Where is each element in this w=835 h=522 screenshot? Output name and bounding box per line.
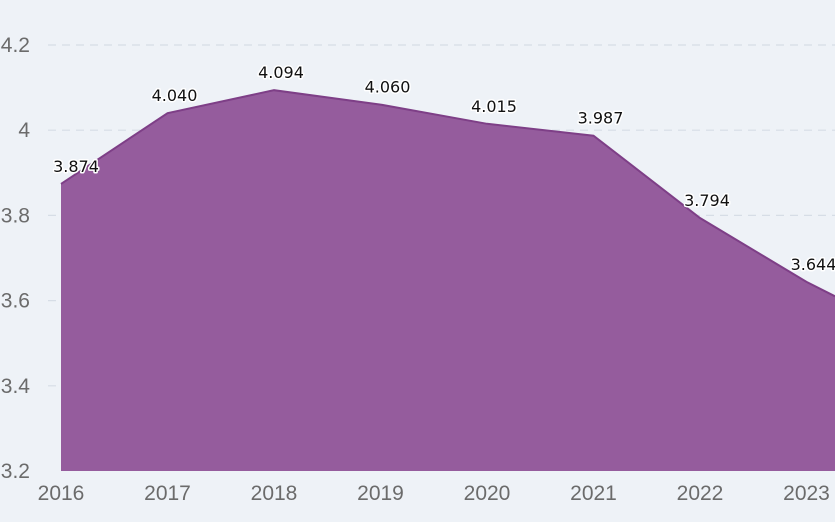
x-tick-label: 2021	[570, 482, 617, 505]
data-label: 4.040	[152, 86, 198, 105]
y-tick-label: 3.4	[1, 375, 31, 398]
data-label: 4.094	[258, 63, 304, 82]
x-tick-label: 2023	[783, 482, 830, 505]
y-tick-label: 3.6	[1, 290, 30, 313]
y-tick-label: 4	[18, 119, 30, 142]
data-label: 4.015	[471, 97, 517, 116]
y-tick-label: 3.8	[1, 204, 30, 227]
x-tick-label: 2017	[144, 482, 191, 505]
area-fill	[61, 90, 835, 471]
y-tick-label: 4.2	[1, 34, 30, 57]
data-label: 3.644	[791, 255, 835, 274]
data-label: 3.874	[53, 157, 99, 176]
x-tick-label: 2016	[38, 482, 85, 505]
x-tick-label: 2018	[251, 482, 298, 505]
series-line	[60, 89, 835, 298]
x-tick-label: 2020	[464, 482, 511, 505]
y-tick-label: 3.2	[1, 460, 30, 483]
data-label: 3.987	[578, 109, 624, 128]
x-tick-label: 2019	[357, 482, 404, 505]
data-label: 4.060	[365, 78, 411, 97]
data-label: 3.794	[684, 191, 730, 210]
x-tick-label: 2022	[677, 482, 724, 505]
